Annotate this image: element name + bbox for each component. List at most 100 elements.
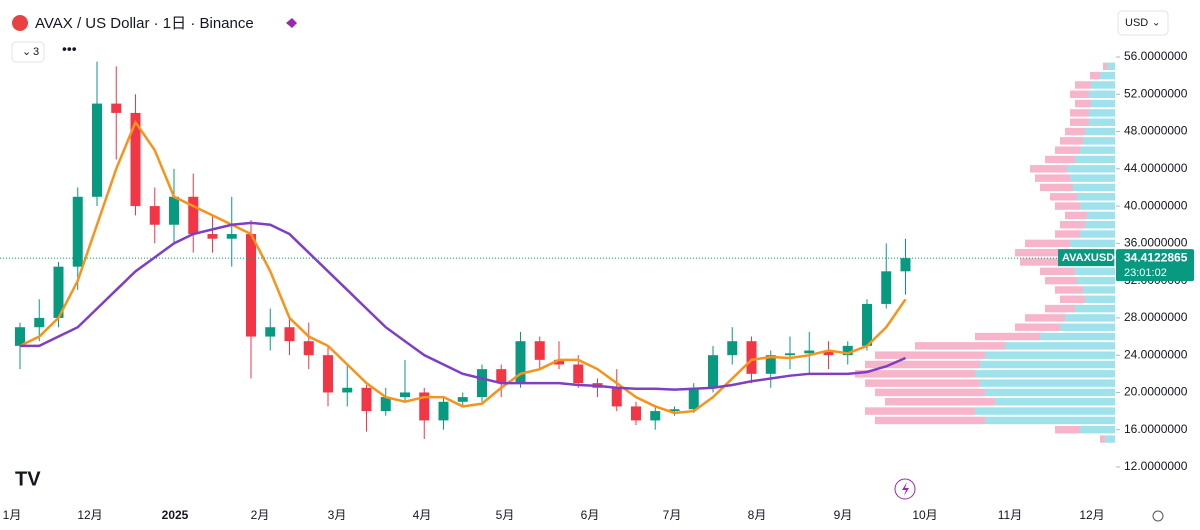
coin-icon [12, 15, 28, 31]
price-tag-timer: 23:01:02 [1124, 267, 1167, 279]
events-icon[interactable] [894, 478, 916, 500]
y-tick-label: 28.0000000 [1124, 310, 1188, 324]
candle-body [380, 397, 391, 412]
x-axis-label: 12月 [1079, 508, 1104, 522]
profile-up-bar [1077, 193, 1115, 201]
profile-down-bar [1050, 193, 1077, 201]
candle-body [611, 387, 622, 407]
profile-down-bar [1025, 314, 1065, 322]
currency-select[interactable] [1117, 10, 1169, 36]
candle-body [92, 103, 102, 197]
y-tick-label: 44.0000000 [1124, 161, 1188, 175]
profile-down-bar [1030, 165, 1067, 173]
profile-up-bar [985, 388, 1115, 397]
x-axis-label: 4月 [413, 508, 432, 522]
profile-up-bar [1080, 426, 1115, 434]
candle-body [534, 341, 545, 360]
y-tick-label: 12.0000000 [1124, 459, 1188, 473]
candle-body [342, 387, 353, 393]
candle-body [323, 355, 333, 393]
candle-body [823, 350, 834, 356]
profile-up-bar [985, 351, 1115, 359]
symbol-tag-label: AVAXUSD [1062, 252, 1114, 264]
profile-down-bar [1075, 81, 1091, 89]
settings-icon[interactable] [1152, 510, 1164, 522]
profile-up-bar [1060, 323, 1115, 331]
candle-body [188, 196, 199, 235]
profile-up-bar [1075, 304, 1115, 313]
x-axis-label: 5月 [496, 508, 515, 522]
profile-down-bar [1065, 211, 1087, 220]
candle-body [631, 406, 641, 421]
profile-down-bar [1070, 90, 1089, 98]
candle-body [419, 392, 430, 421]
y-tick-label: 24.0000000 [1124, 347, 1188, 361]
profile-down-bar [1100, 435, 1105, 443]
candle-body [303, 341, 314, 356]
profile-down-bar [875, 388, 985, 397]
x-axis-label: 6月 [581, 508, 600, 522]
profile-up-bar [1070, 239, 1115, 248]
profile-up-bar [1085, 295, 1115, 303]
profile-down-bar [1045, 304, 1075, 313]
candle-body [53, 266, 64, 318]
events-bolt [902, 482, 909, 496]
profile-down-bar [1040, 267, 1075, 276]
candle-body [804, 350, 815, 354]
candle-body [881, 271, 892, 304]
indicator-toggle[interactable] [11, 41, 45, 63]
profile-down-bar [1103, 62, 1107, 71]
candle-body [284, 327, 295, 342]
price-tag-value: 34.4122865 [1124, 250, 1188, 264]
x-axis-label: 8月 [748, 508, 767, 522]
candle-body [650, 411, 661, 421]
profile-up-bar [1105, 435, 1115, 443]
profile-down-bar [1055, 202, 1080, 210]
profile-up-bar [975, 370, 1115, 378]
candle-body [207, 234, 218, 239]
profile-down-bar [1060, 295, 1085, 303]
profile-up-bar [1077, 276, 1115, 285]
x-axis-label: 9月 [834, 508, 853, 522]
profile-down-bar [1015, 323, 1060, 331]
moving-average [19, 119, 907, 415]
profile-up-bar [1080, 146, 1115, 154]
candle-body [688, 387, 699, 410]
y-tick-label: 36.0000000 [1124, 236, 1188, 250]
profile-down-bar [1045, 276, 1077, 285]
profile-down-bar [975, 332, 1040, 341]
candle-body [862, 303, 872, 346]
profile-down-bar [885, 398, 995, 406]
y-tick-label: 56.0000000 [1124, 49, 1188, 63]
more-button[interactable]: ••• [62, 41, 77, 57]
candle-body [554, 359, 564, 365]
x-axis-label: 7月 [663, 508, 682, 522]
profile-down-bar [1040, 183, 1073, 192]
toggle-arrow: ⌄ [22, 46, 31, 58]
y-tick-label: 48.0000000 [1124, 124, 1188, 138]
profile-up-bar [1087, 211, 1115, 220]
profile-down-bar [865, 407, 975, 415]
indicator-count: 3 [33, 46, 39, 58]
profile-down-bar [1070, 109, 1089, 117]
profile-up-bar [995, 398, 1115, 406]
profile-down-bar [1055, 230, 1080, 238]
profile-down-bar [1020, 258, 1065, 266]
candle-body [361, 387, 372, 412]
profile-up-bar [975, 407, 1115, 415]
candle-body [765, 355, 776, 374]
profile-down-bar [1060, 221, 1085, 229]
profile-up-bar [1080, 230, 1115, 238]
profile-up-bar [1089, 109, 1115, 117]
profile-down-bar [1065, 127, 1085, 136]
candle-body [708, 355, 718, 388]
candle-body [669, 409, 680, 412]
candle-body [515, 341, 526, 384]
profile-up-bar [980, 379, 1115, 387]
candle-body [785, 353, 795, 356]
candle-body [265, 327, 276, 337]
profile-down-bar [1015, 248, 1065, 257]
profile-up-bar [1040, 332, 1115, 341]
